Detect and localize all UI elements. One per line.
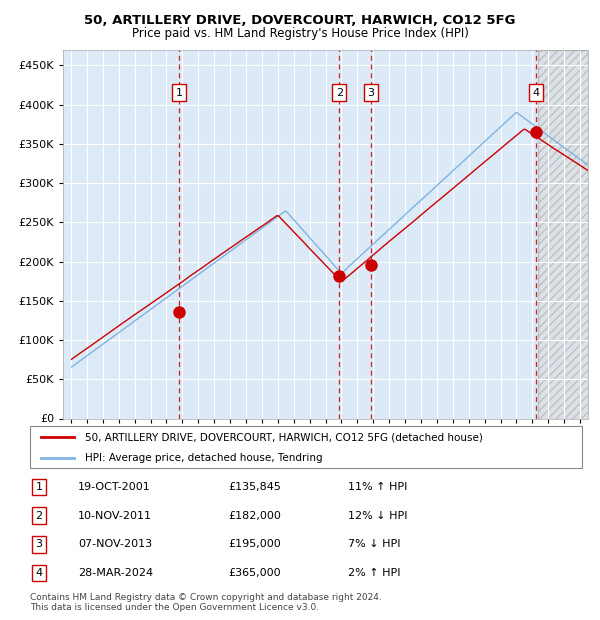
Text: 3: 3 <box>35 539 43 549</box>
Text: £195,000: £195,000 <box>228 539 281 549</box>
Text: 10-NOV-2011: 10-NOV-2011 <box>78 511 152 521</box>
Text: 19-OCT-2001: 19-OCT-2001 <box>78 482 151 492</box>
Text: 11% ↑ HPI: 11% ↑ HPI <box>348 482 407 492</box>
Text: £182,000: £182,000 <box>228 511 281 521</box>
FancyBboxPatch shape <box>30 426 582 468</box>
Text: 28-MAR-2024: 28-MAR-2024 <box>78 568 153 578</box>
Text: £135,845: £135,845 <box>228 482 281 492</box>
Text: 1: 1 <box>176 88 182 98</box>
Text: 3: 3 <box>368 88 374 98</box>
Text: 50, ARTILLERY DRIVE, DOVERCOURT, HARWICH, CO12 5FG: 50, ARTILLERY DRIVE, DOVERCOURT, HARWICH… <box>84 14 516 27</box>
Text: Price paid vs. HM Land Registry's House Price Index (HPI): Price paid vs. HM Land Registry's House … <box>131 27 469 40</box>
Text: 4: 4 <box>533 88 539 98</box>
Text: 1: 1 <box>35 482 43 492</box>
Text: 7% ↓ HPI: 7% ↓ HPI <box>348 539 401 549</box>
Text: 50, ARTILLERY DRIVE, DOVERCOURT, HARWICH, CO12 5FG (detached house): 50, ARTILLERY DRIVE, DOVERCOURT, HARWICH… <box>85 432 483 442</box>
Text: Contains HM Land Registry data © Crown copyright and database right 2024.
This d: Contains HM Land Registry data © Crown c… <box>30 593 382 612</box>
Text: HPI: Average price, detached house, Tendring: HPI: Average price, detached house, Tend… <box>85 453 323 463</box>
Text: 4: 4 <box>35 568 43 578</box>
Text: 07-NOV-2013: 07-NOV-2013 <box>78 539 152 549</box>
Bar <box>538 50 588 419</box>
Text: 2% ↑ HPI: 2% ↑ HPI <box>348 568 401 578</box>
Text: 2: 2 <box>35 511 43 521</box>
Text: £365,000: £365,000 <box>228 568 281 578</box>
Text: 2: 2 <box>336 88 343 98</box>
Text: 12% ↓ HPI: 12% ↓ HPI <box>348 511 407 521</box>
